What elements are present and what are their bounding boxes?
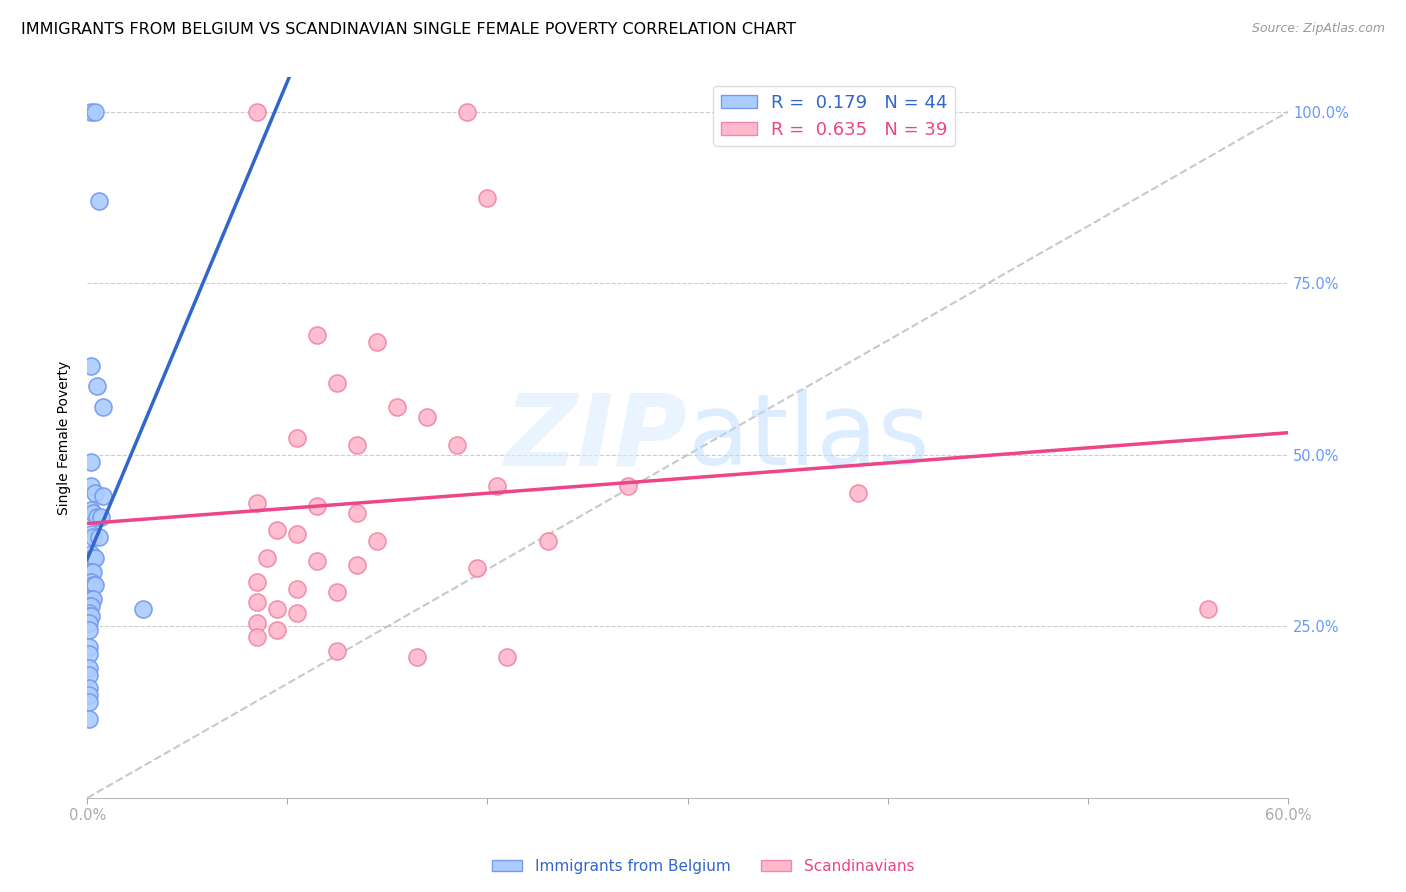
Point — [266, 623, 288, 637]
Legend: Immigrants from Belgium, Scandinavians: Immigrants from Belgium, Scandinavians — [485, 853, 921, 880]
Point — [406, 650, 429, 665]
Point — [307, 554, 329, 568]
Point — [80, 565, 103, 579]
Point — [307, 500, 329, 514]
Point — [82, 565, 104, 579]
Text: ZIP: ZIP — [505, 389, 688, 486]
Point — [846, 485, 869, 500]
Point — [77, 599, 100, 613]
Point — [82, 530, 104, 544]
Point — [77, 695, 100, 709]
Point — [387, 400, 409, 414]
Text: Source: ZipAtlas.com: Source: ZipAtlas.com — [1251, 22, 1385, 36]
Point — [366, 533, 388, 548]
Point — [77, 640, 100, 654]
Point — [89, 194, 111, 208]
Point — [91, 400, 114, 414]
Point — [285, 606, 308, 620]
Point — [132, 602, 155, 616]
Point — [80, 359, 103, 373]
Point — [246, 595, 269, 609]
Point — [89, 530, 111, 544]
Point — [84, 104, 107, 119]
Point — [246, 630, 269, 644]
Point — [82, 550, 104, 565]
Point — [77, 688, 100, 702]
Point — [77, 615, 100, 630]
Point — [86, 379, 108, 393]
Point — [77, 712, 100, 726]
Point — [456, 104, 478, 119]
Point — [346, 506, 368, 520]
Point — [84, 578, 107, 592]
Point — [416, 410, 439, 425]
Point — [80, 455, 103, 469]
Point — [82, 506, 104, 520]
Point — [246, 496, 269, 510]
Point — [86, 509, 108, 524]
Point — [91, 489, 114, 503]
Point — [246, 104, 269, 119]
Point — [477, 190, 499, 204]
Point — [1197, 602, 1219, 616]
Point — [77, 606, 100, 620]
Point — [285, 582, 308, 596]
Point — [77, 661, 100, 675]
Point — [346, 558, 368, 572]
Point — [616, 479, 638, 493]
Point — [77, 592, 100, 607]
Point — [80, 548, 103, 562]
Point — [84, 485, 107, 500]
Point — [326, 376, 349, 390]
Point — [90, 509, 112, 524]
Point — [346, 437, 368, 451]
Point — [80, 526, 103, 541]
Text: atlas: atlas — [688, 389, 929, 486]
Text: IMMIGRANTS FROM BELGIUM VS SCANDINAVIAN SINGLE FEMALE POVERTY CORRELATION CHART: IMMIGRANTS FROM BELGIUM VS SCANDINAVIAN … — [21, 22, 796, 37]
Point — [446, 437, 468, 451]
Point — [77, 681, 100, 696]
Point — [496, 650, 519, 665]
Point — [246, 574, 269, 589]
Point — [366, 334, 388, 349]
Point — [77, 623, 100, 637]
Point — [77, 667, 100, 681]
Point — [307, 327, 329, 342]
Point — [467, 561, 489, 575]
Point — [326, 643, 349, 657]
Point — [285, 526, 308, 541]
Point — [80, 574, 103, 589]
Legend: R =  0.179   N = 44, R =  0.635   N = 39: R = 0.179 N = 44, R = 0.635 N = 39 — [713, 87, 955, 146]
Point — [256, 550, 278, 565]
Point — [536, 533, 558, 548]
Point — [266, 524, 288, 538]
Point — [266, 602, 288, 616]
Point — [80, 599, 103, 613]
Point — [84, 550, 107, 565]
Point — [246, 615, 269, 630]
Point — [486, 479, 509, 493]
Point — [326, 585, 349, 599]
Point — [80, 592, 103, 607]
Point — [80, 503, 103, 517]
Point — [77, 609, 100, 624]
Point — [82, 578, 104, 592]
Point — [80, 609, 103, 624]
Point — [285, 431, 308, 445]
Y-axis label: Single Female Poverty: Single Female Poverty — [58, 360, 72, 515]
Point — [80, 479, 103, 493]
Point — [82, 592, 104, 607]
Point — [80, 104, 103, 119]
Point — [77, 647, 100, 661]
